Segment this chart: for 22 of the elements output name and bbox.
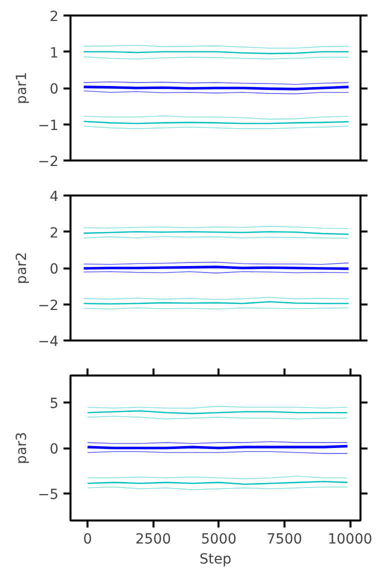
y-axis-title: par2 (14, 252, 30, 284)
y-tick-label: 0 (50, 82, 59, 98)
y-tick-label: −2 (38, 154, 59, 170)
y-axis-title: par3 (14, 432, 30, 464)
y-tick-label: 1 (50, 45, 59, 62)
y-axis-title: par1 (14, 72, 30, 104)
y-tick-label: −5 (38, 486, 59, 503)
x-tick-label: 5000 (200, 532, 237, 548)
y-tick-label: 0 (50, 262, 59, 278)
y-tick-label: 4 (50, 189, 59, 205)
y-tick-label: 0 (50, 442, 59, 458)
x-tick-label: 0 (83, 532, 92, 548)
x-tick-label: 10000 (328, 532, 372, 548)
y-tick-label: −2 (38, 298, 59, 314)
x-axis-title: Step (200, 552, 232, 568)
y-tick-label: 5 (50, 396, 59, 412)
y-tick-label: 2 (50, 225, 59, 242)
y-tick-label: −1 (38, 118, 59, 134)
y-tick-label: −4 (38, 334, 59, 350)
x-tick-label: 7500 (266, 532, 302, 548)
x-tick-label: 2500 (135, 532, 171, 548)
y-tick-label: 2 (50, 9, 59, 25)
